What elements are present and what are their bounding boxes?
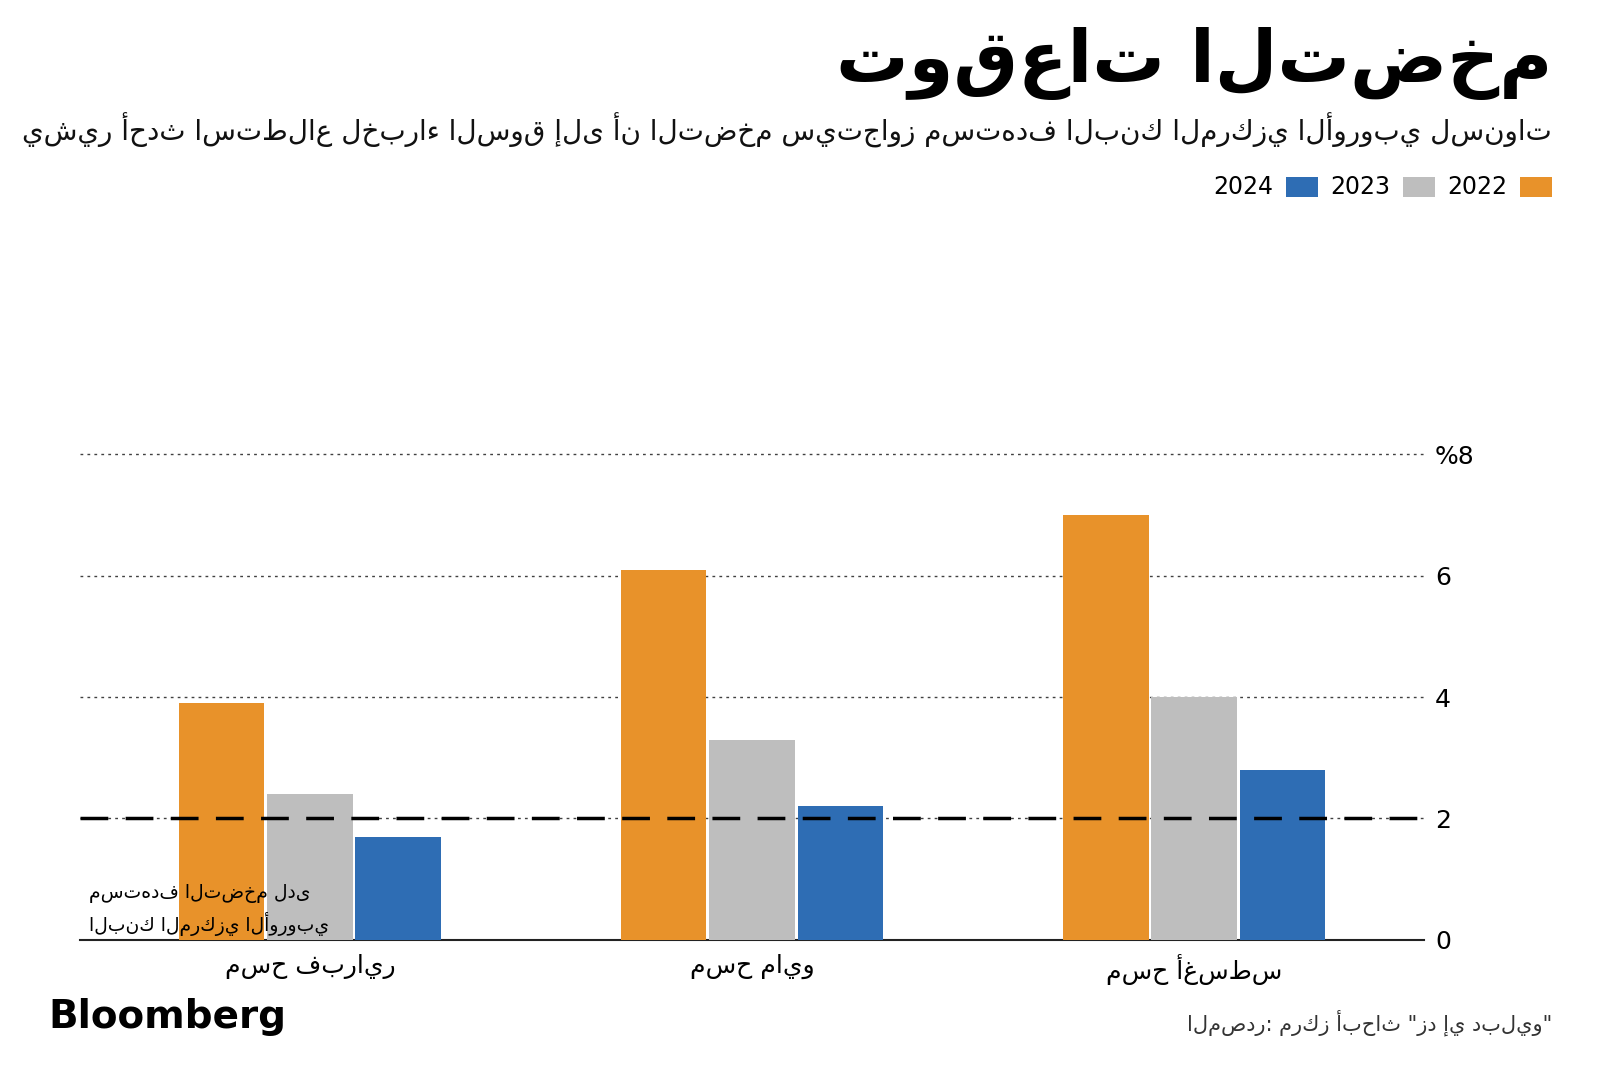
Bar: [179, 703, 264, 940]
Text: المصدر: مركز أبحاث "زد إي دبليو": المصدر: مركز أبحاث "زد إي دبليو": [1187, 1009, 1552, 1036]
Text: 2024: 2024: [1214, 175, 1274, 199]
Bar: [267, 795, 352, 940]
Bar: [1240, 770, 1325, 940]
Bar: [1152, 697, 1237, 940]
Bar: [709, 739, 795, 940]
Text: مستهدف التضخم لدى
البنك المركزي الأوروبي: مستهدف التضخم لدى البنك المركزي الأوروبي: [90, 883, 330, 937]
Text: توقعات التضخم: توقعات التضخم: [835, 27, 1552, 99]
Text: 2022: 2022: [1446, 175, 1507, 199]
Bar: [621, 569, 707, 940]
Text: Bloomberg: Bloomberg: [48, 998, 286, 1036]
Bar: [355, 836, 442, 940]
Bar: [797, 806, 883, 940]
Text: يشير أحدث استطلاع لخبراء السوق إلى أن التضخم سيتجاوز مستهدف البنك المركزي الأورو: يشير أحدث استطلاع لخبراء السوق إلى أن ال…: [22, 112, 1552, 147]
Text: 2023: 2023: [1331, 175, 1390, 199]
Bar: [1062, 515, 1149, 940]
